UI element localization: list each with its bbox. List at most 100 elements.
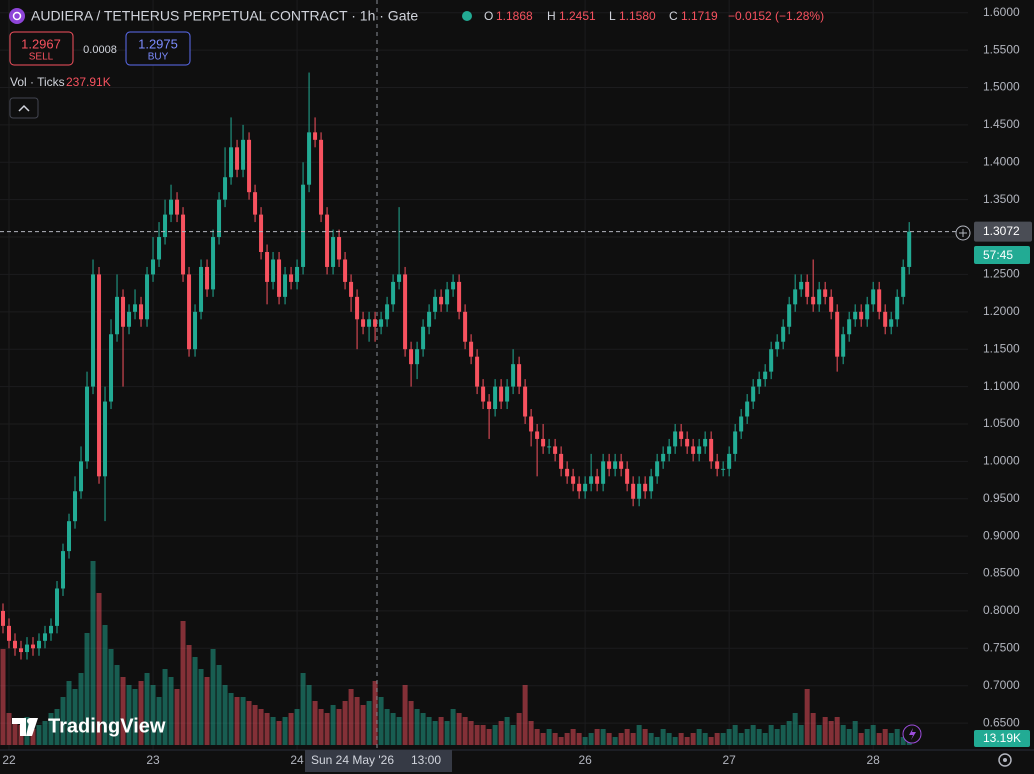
candle-body bbox=[367, 319, 372, 327]
sell-button[interactable] bbox=[9, 31, 74, 66]
volume-bar bbox=[624, 729, 630, 745]
candle-body bbox=[19, 648, 24, 653]
volume-bar bbox=[534, 729, 540, 745]
candle-body bbox=[763, 371, 768, 380]
candle-body bbox=[619, 461, 624, 469]
volume-bar bbox=[786, 721, 792, 745]
volume-bar bbox=[558, 737, 564, 745]
candle-body bbox=[799, 281, 804, 290]
y-tick-label: 1.5000 bbox=[983, 80, 1020, 94]
volume-bar bbox=[840, 725, 846, 745]
ohlc-value: 1.1719 bbox=[681, 9, 718, 23]
candle-body bbox=[349, 281, 354, 297]
crosshair-date: Sun 24 May '26 bbox=[311, 753, 394, 767]
candle-body bbox=[595, 476, 600, 484]
volume-bar bbox=[846, 729, 852, 745]
candle-body bbox=[55, 588, 60, 626]
volume-bar bbox=[882, 729, 888, 745]
volume-bar bbox=[222, 685, 228, 745]
volume-bar bbox=[504, 717, 510, 745]
buy-button[interactable] bbox=[125, 31, 191, 66]
volume-bar bbox=[276, 721, 282, 745]
candle-body bbox=[547, 446, 552, 448]
volume-bar bbox=[414, 709, 420, 745]
candle-body bbox=[583, 483, 588, 492]
candle-body bbox=[325, 214, 330, 267]
settings-icon[interactable] bbox=[998, 753, 1012, 767]
y-tick-label: 0.8500 bbox=[983, 566, 1020, 580]
volume-title: Vol · Ticks bbox=[10, 75, 65, 89]
candle-body bbox=[523, 386, 528, 417]
x-tick-label: 24 bbox=[290, 753, 304, 767]
candle-body bbox=[487, 401, 492, 410]
volume-bar bbox=[828, 721, 834, 745]
volume-bar bbox=[834, 717, 840, 745]
candle-body bbox=[157, 237, 162, 260]
volume-bar bbox=[864, 729, 870, 745]
volume-bar bbox=[642, 729, 648, 745]
volume-bar bbox=[564, 733, 570, 745]
volume-bar bbox=[774, 729, 780, 745]
volume-bar bbox=[330, 705, 336, 745]
candle-body bbox=[805, 281, 810, 297]
candle-body bbox=[145, 274, 150, 320]
candle-body bbox=[739, 416, 744, 432]
volume-bar bbox=[174, 689, 180, 745]
candle-body bbox=[313, 132, 318, 140]
volume-bar bbox=[390, 713, 396, 745]
candle-body bbox=[727, 453, 732, 469]
candle-body bbox=[745, 401, 750, 417]
candle-body bbox=[121, 296, 126, 327]
candle-body bbox=[517, 364, 522, 387]
y-tick-label: 0.7000 bbox=[983, 678, 1020, 692]
volume-bar bbox=[36, 725, 42, 745]
y-tick-label: 1.1000 bbox=[983, 379, 1020, 393]
volume-bar bbox=[42, 721, 48, 745]
candle-body bbox=[265, 251, 270, 282]
candle-body bbox=[643, 483, 648, 492]
candle-body bbox=[43, 633, 48, 641]
y-tick-label: 0.7500 bbox=[983, 640, 1020, 654]
volume-bar bbox=[666, 733, 672, 745]
y-tick-label: 0.6500 bbox=[983, 715, 1020, 729]
volume-bar bbox=[570, 729, 576, 745]
spread: 0.0008 bbox=[83, 44, 117, 56]
volume-bar bbox=[420, 713, 426, 745]
y-tick-label: 1.4500 bbox=[983, 117, 1020, 131]
volume-bar bbox=[876, 733, 882, 745]
candle-body bbox=[37, 640, 42, 649]
candle-body bbox=[607, 461, 612, 469]
candle-body bbox=[637, 483, 642, 499]
volume-bar bbox=[552, 733, 558, 745]
candle-body bbox=[31, 644, 36, 649]
volume-bar bbox=[468, 721, 474, 745]
volume-bar bbox=[402, 685, 408, 745]
volume-bar bbox=[858, 733, 864, 745]
volume-bar bbox=[792, 713, 798, 745]
volume-bar bbox=[708, 737, 714, 745]
collapse-button[interactable] bbox=[9, 97, 39, 119]
volume-bar bbox=[726, 729, 732, 745]
candle-body bbox=[505, 386, 510, 402]
crosshair-time-box bbox=[305, 750, 452, 772]
y-tick-label: 1.5500 bbox=[983, 42, 1020, 56]
volume-bar bbox=[132, 689, 138, 745]
candle-body bbox=[307, 132, 312, 185]
volume-bar bbox=[324, 713, 330, 745]
ohlc-label: C bbox=[669, 9, 678, 23]
candle-body bbox=[631, 483, 636, 499]
volume-bar bbox=[612, 737, 618, 745]
volume-bar bbox=[354, 697, 360, 745]
buy-label: BUY bbox=[148, 52, 169, 63]
candle-body bbox=[151, 259, 156, 275]
y-tick-label: 1.3500 bbox=[983, 192, 1020, 206]
candle-body bbox=[331, 237, 336, 267]
volume-bar bbox=[900, 737, 906, 745]
candle-body bbox=[871, 289, 876, 305]
candle-body bbox=[343, 259, 348, 282]
symbol-title[interactable]: AUDIERA / TETHERUS PERPETUAL CONTRACT · … bbox=[31, 8, 418, 24]
volume-bar bbox=[54, 709, 60, 745]
candle-body bbox=[793, 289, 798, 305]
volume-bar bbox=[300, 673, 306, 745]
volume-bar bbox=[546, 729, 552, 745]
